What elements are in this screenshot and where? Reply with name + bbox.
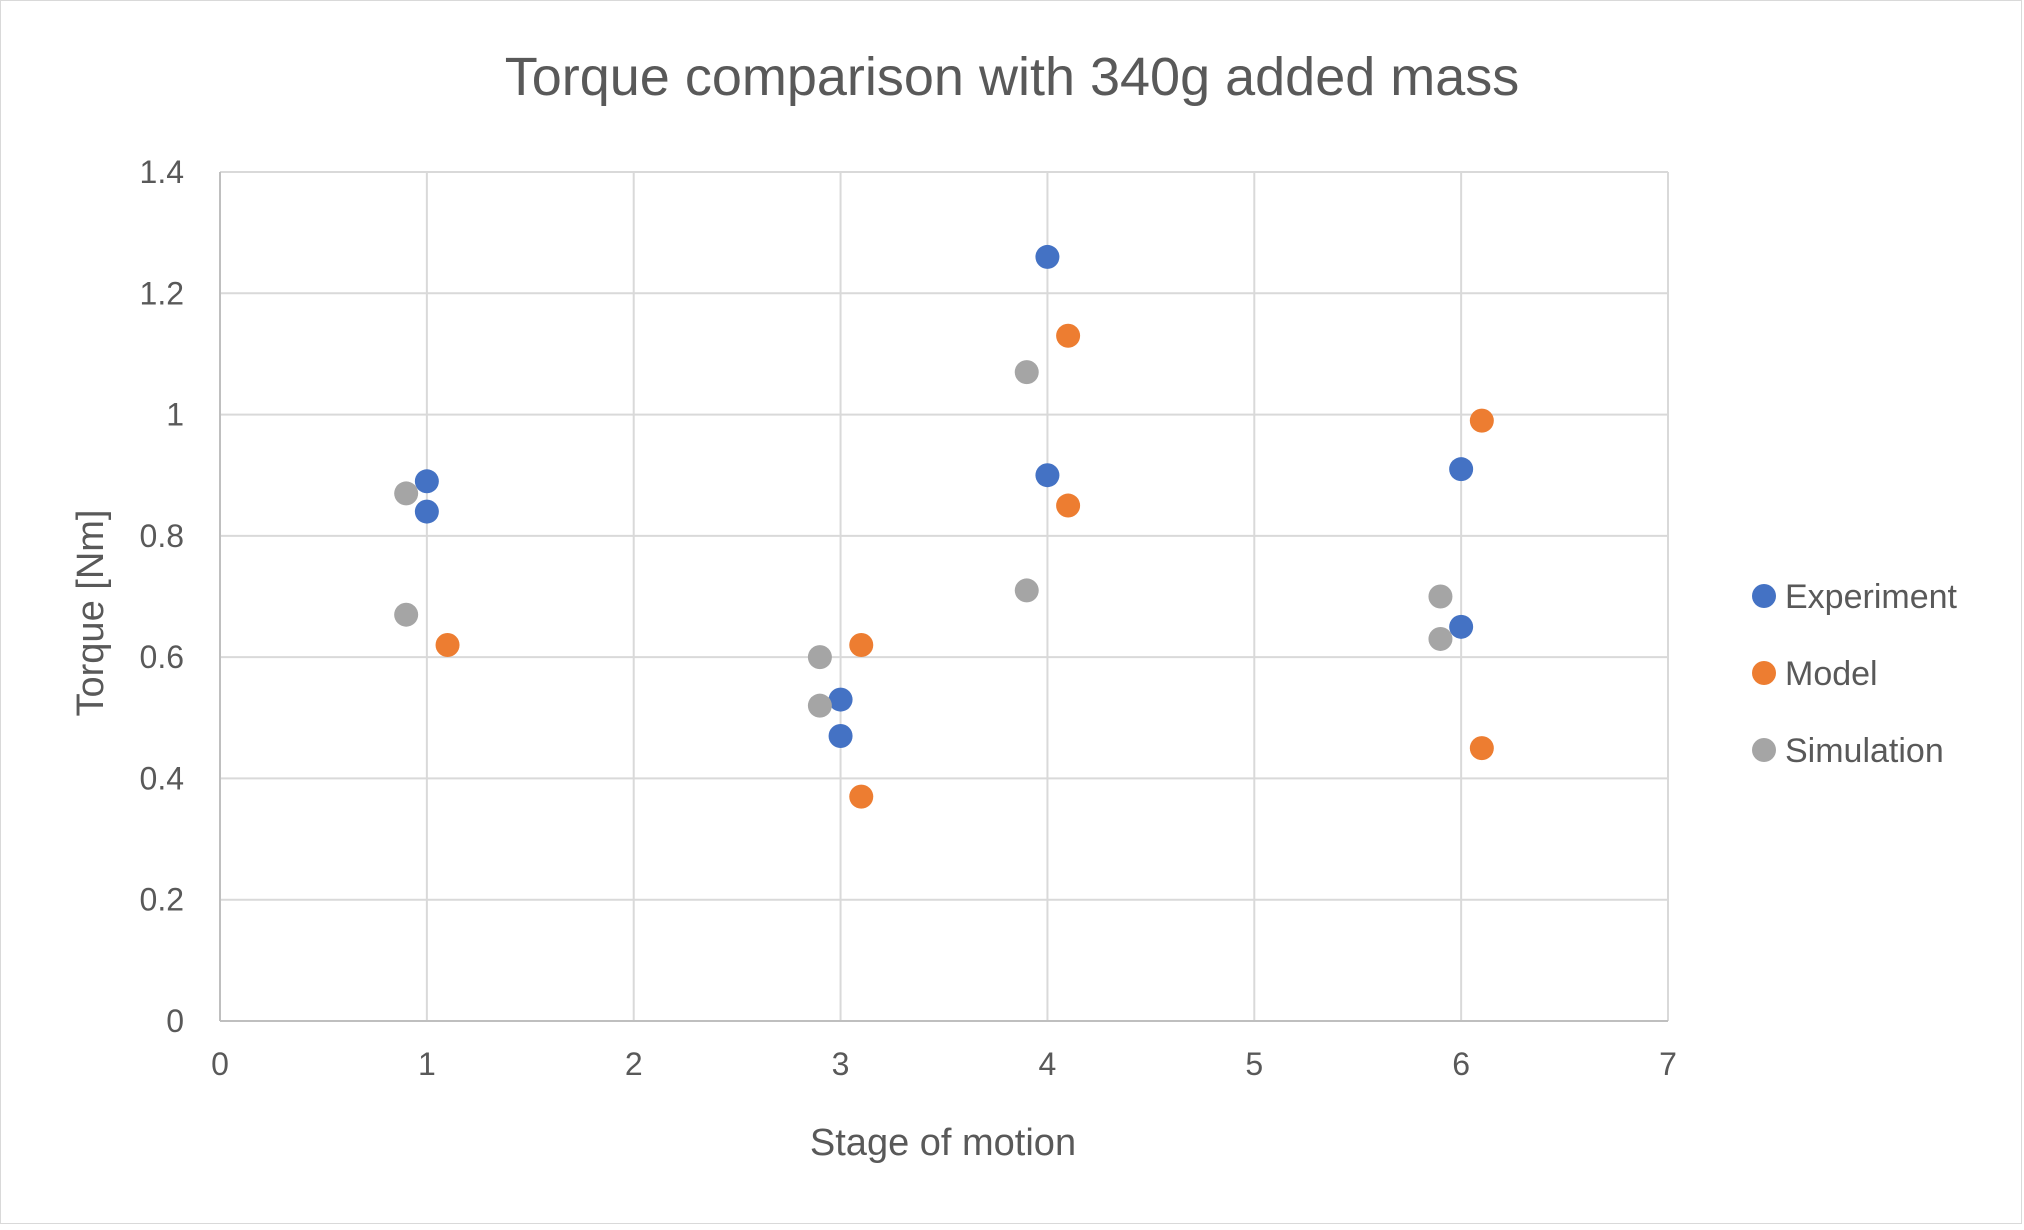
y-axis-title: Torque [Nm] bbox=[70, 510, 112, 717]
experiment-point bbox=[1035, 463, 1060, 488]
simulation-point bbox=[394, 481, 419, 506]
x-tick-label: 2 bbox=[625, 1046, 643, 1082]
legend: Experiment Model Simulation bbox=[1752, 578, 1958, 770]
simulation-point bbox=[1428, 584, 1453, 609]
experiment-point bbox=[414, 469, 439, 494]
simulation-point bbox=[807, 645, 832, 670]
x-tick-label: 4 bbox=[1039, 1046, 1057, 1082]
experiment-point bbox=[1035, 244, 1060, 269]
model-point bbox=[1056, 323, 1081, 348]
simulation-point bbox=[807, 693, 832, 718]
experiment-point bbox=[828, 687, 853, 712]
model-legend-label: Model bbox=[1785, 655, 1878, 693]
y-tick-label: 1.4 bbox=[140, 154, 184, 190]
simulation-point bbox=[1428, 626, 1453, 651]
y-tick-label: 0.2 bbox=[140, 882, 184, 918]
experiment-point bbox=[1449, 614, 1474, 639]
simulation-point bbox=[394, 602, 419, 627]
simulation-legend-marker bbox=[1752, 738, 1776, 762]
gridlines bbox=[220, 171, 1669, 1021]
experiment-point bbox=[1449, 457, 1474, 482]
model-point bbox=[435, 633, 460, 658]
x-tick-label: 5 bbox=[1245, 1046, 1263, 1082]
model-point bbox=[1469, 408, 1494, 433]
x-tick-label: 0 bbox=[211, 1046, 229, 1082]
y-tick-label: 0 bbox=[166, 1003, 184, 1039]
x-tick-label: 3 bbox=[832, 1046, 850, 1082]
x-tick-label: 6 bbox=[1452, 1046, 1470, 1082]
model-legend-marker bbox=[1752, 661, 1776, 685]
tick-labels: 0 1 2 3 4 5 6 7 0 0.2 0.4 0.6 0.8 1 1.2 1.4 bbox=[140, 154, 1677, 1082]
y-tick-label: 0.6 bbox=[140, 639, 184, 675]
y-tick-label: 1 bbox=[166, 397, 184, 433]
x-axis-title: Stage of motion bbox=[810, 1122, 1076, 1164]
experiment-legend-marker bbox=[1752, 584, 1776, 608]
experiment-point bbox=[828, 723, 853, 748]
model-point bbox=[1056, 493, 1081, 518]
y-tick-label: 0.8 bbox=[140, 518, 184, 554]
model-point bbox=[1469, 736, 1494, 761]
model-point bbox=[849, 633, 874, 658]
simulation-point bbox=[1014, 360, 1039, 385]
simulation-legend-label: Simulation bbox=[1785, 732, 1944, 770]
experiment-legend-label: Experiment bbox=[1785, 578, 1958, 616]
y-tick-label: 1.2 bbox=[140, 275, 184, 311]
simulation-point bbox=[1014, 578, 1039, 603]
data-points bbox=[394, 244, 1494, 809]
chart-title: Torque comparison with 340g added mass bbox=[505, 47, 1520, 107]
model-point bbox=[849, 784, 874, 809]
x-tick-label: 7 bbox=[1659, 1046, 1677, 1082]
axes bbox=[219, 172, 1668, 1022]
x-tick-label: 1 bbox=[418, 1046, 436, 1082]
y-tick-label: 0.4 bbox=[140, 760, 184, 796]
experiment-point bbox=[414, 499, 439, 524]
